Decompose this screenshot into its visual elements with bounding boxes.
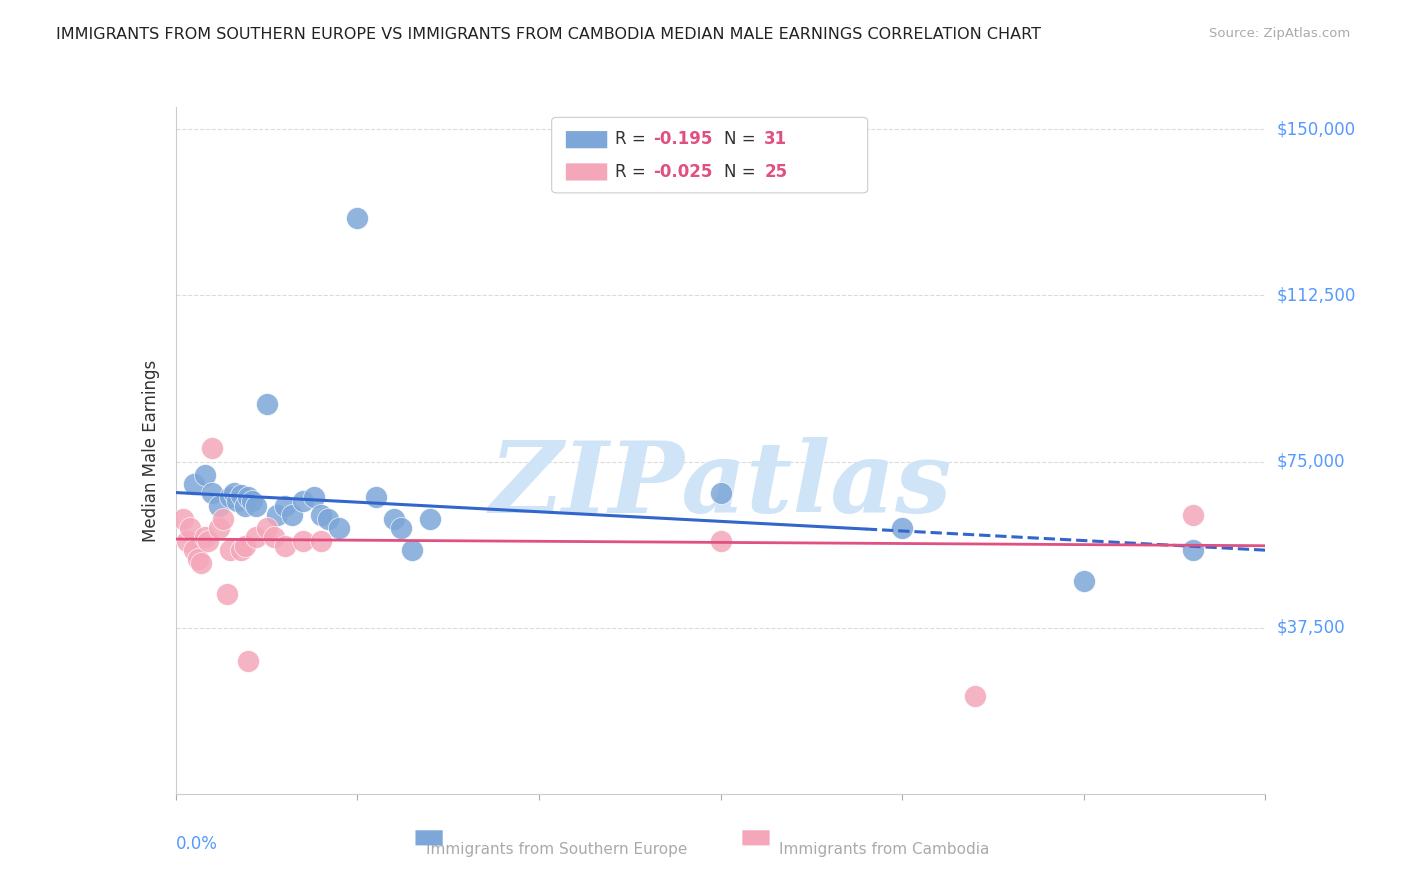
Point [186, 552, 209, 566]
Text: R =: R = [614, 130, 651, 148]
Point [194, 530, 217, 544]
Point [219, 543, 242, 558]
Text: Immigrants from Southern Europe: Immigrants from Southern Europe [426, 842, 688, 857]
Point [172, 512, 194, 526]
Point [201, 485, 224, 500]
Text: Source: ZipAtlas.com: Source: ZipAtlas.com [1209, 27, 1350, 40]
Text: N =: N = [724, 130, 761, 148]
Text: N =: N = [724, 163, 761, 181]
Text: $37,500: $37,500 [1277, 619, 1346, 637]
Point [179, 521, 201, 535]
Text: -0.195: -0.195 [652, 130, 713, 148]
FancyBboxPatch shape [565, 163, 607, 180]
FancyBboxPatch shape [416, 830, 443, 846]
Point [238, 654, 260, 668]
Point [328, 521, 350, 535]
FancyBboxPatch shape [742, 830, 769, 846]
Point [291, 534, 314, 549]
Point [245, 530, 267, 544]
Point [190, 557, 212, 571]
Text: $75,000: $75,000 [1277, 452, 1346, 471]
Y-axis label: Median Male Earnings: Median Male Earnings [142, 359, 160, 541]
Point [710, 485, 733, 500]
Text: $112,500: $112,500 [1277, 286, 1355, 304]
Point [233, 539, 256, 553]
Point [197, 534, 219, 549]
Point [891, 521, 914, 535]
Point [710, 534, 733, 549]
Point [419, 512, 441, 526]
Point [266, 508, 288, 522]
Point [281, 508, 304, 522]
Point [346, 211, 368, 225]
Point [963, 690, 986, 704]
Point [208, 521, 231, 535]
Point [212, 512, 235, 526]
Point [183, 476, 205, 491]
Point [291, 494, 314, 508]
Point [245, 499, 267, 513]
Point [401, 543, 423, 558]
Point [1073, 574, 1095, 589]
Point [256, 397, 278, 411]
Point [240, 494, 263, 508]
Point [256, 521, 278, 535]
Text: 25: 25 [765, 163, 787, 181]
Text: Immigrants from Cambodia: Immigrants from Cambodia [779, 842, 990, 857]
Point [302, 490, 325, 504]
Text: 31: 31 [765, 130, 787, 148]
Point [219, 490, 242, 504]
Point [201, 442, 224, 456]
Point [263, 530, 285, 544]
Point [176, 534, 198, 549]
Point [231, 488, 253, 502]
Point [1181, 543, 1204, 558]
Point [1181, 508, 1204, 522]
Text: ZIPatlas: ZIPatlas [489, 436, 952, 533]
Point [389, 521, 412, 535]
Point [309, 534, 332, 549]
Text: R =: R = [614, 163, 651, 181]
Point [208, 499, 231, 513]
FancyBboxPatch shape [551, 118, 868, 193]
Point [233, 499, 256, 513]
Text: -0.025: -0.025 [652, 163, 713, 181]
Point [231, 543, 253, 558]
Point [274, 539, 297, 553]
Point [238, 490, 260, 504]
Point [309, 508, 332, 522]
Point [222, 485, 245, 500]
Point [194, 467, 217, 482]
Text: $150,000: $150,000 [1277, 120, 1355, 138]
Point [382, 512, 405, 526]
Point [318, 512, 340, 526]
Point [226, 494, 249, 508]
Point [183, 543, 205, 558]
Point [364, 490, 387, 504]
Text: 0.0%: 0.0% [176, 835, 218, 853]
Point [274, 499, 297, 513]
Text: IMMIGRANTS FROM SOUTHERN EUROPE VS IMMIGRANTS FROM CAMBODIA MEDIAN MALE EARNINGS: IMMIGRANTS FROM SOUTHERN EUROPE VS IMMIG… [56, 27, 1042, 42]
Point [215, 587, 238, 601]
FancyBboxPatch shape [565, 131, 607, 148]
